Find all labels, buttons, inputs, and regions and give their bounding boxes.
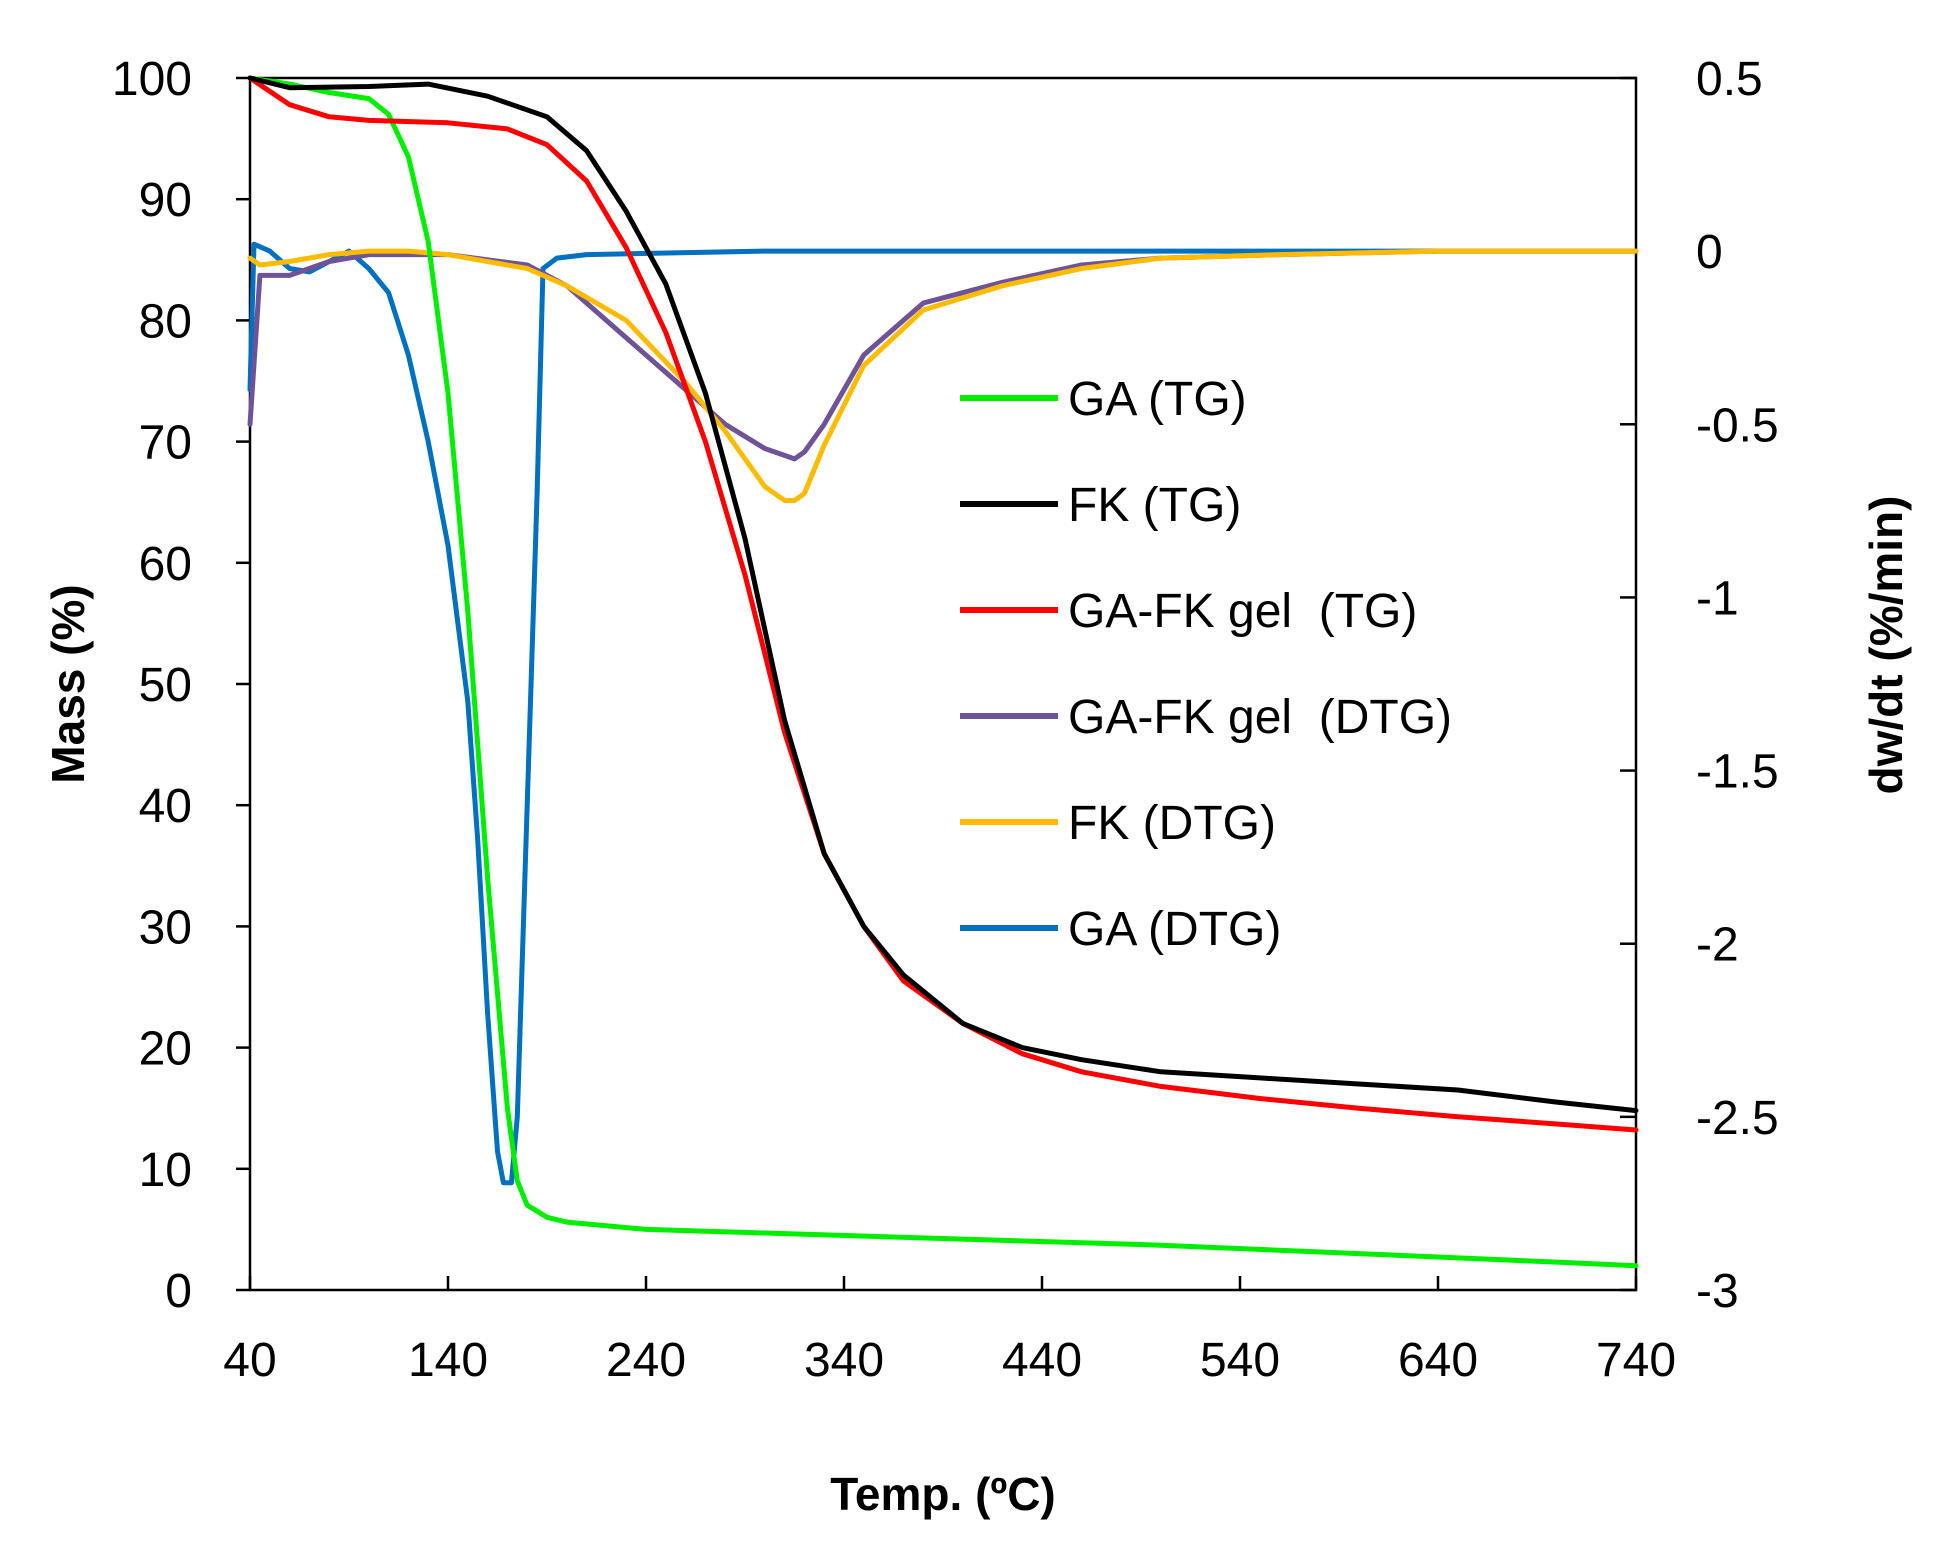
y2-tick-label: -2 bbox=[1696, 919, 1739, 972]
x-axis-title: Temp. (ºC) bbox=[830, 1468, 1056, 1520]
y2-tick-label: 0.5 bbox=[1696, 53, 1763, 106]
series-line-ga-fk-gel-tg bbox=[247, 75, 1639, 1133]
legend-label-ga-dtg: GA (DTG) bbox=[1068, 903, 1281, 956]
x-tick-label: 740 bbox=[1596, 1334, 1676, 1387]
series-line-ga-fk-gel-dtg bbox=[247, 248, 1639, 462]
y-tick-label: 70 bbox=[139, 417, 192, 470]
y2-tick-label: -0.5 bbox=[1696, 399, 1779, 452]
y2-tick-label: -1.5 bbox=[1696, 746, 1779, 799]
y-tick-label: 50 bbox=[139, 659, 192, 712]
y-tick-label: 90 bbox=[139, 174, 192, 227]
y-tick-label: 80 bbox=[139, 295, 192, 348]
y-tick-label: 20 bbox=[139, 1023, 192, 1076]
x-tick-label: 40 bbox=[223, 1334, 276, 1387]
y2-axis-title: dw/dt (%/min) bbox=[1860, 496, 1912, 795]
legend-label-ga-tg: GA (TG) bbox=[1068, 373, 1247, 426]
legend: GA (TG) FK (TG) GA-FK gel (TG) GA-FK gel (D… bbox=[960, 373, 1452, 956]
y-tick-label: 30 bbox=[139, 901, 192, 954]
x-tick-label: 140 bbox=[408, 1334, 488, 1387]
legend-label-ga-fk-gel-tg: GA-FK gel (TG) bbox=[1068, 585, 1417, 638]
legend-label-fk-tg: FK (TG) bbox=[1068, 479, 1241, 532]
series-line-fk-dtg bbox=[247, 248, 1639, 503]
legend-label-fk-dtg: FK (DTG) bbox=[1068, 797, 1276, 850]
y2-axis-ticks: -3 -2.5 -2 -1.5 -1 -0.5 0 0.5 bbox=[1620, 53, 1779, 1318]
y-axis-title: Mass (%) bbox=[42, 584, 94, 783]
legend-label-ga-fk-gel-dtg: GA-FK gel (DTG) bbox=[1068, 691, 1452, 744]
y-tick-label: 100 bbox=[112, 53, 192, 106]
x-tick-label: 440 bbox=[1002, 1334, 1082, 1387]
x-tick-label: 640 bbox=[1398, 1334, 1478, 1387]
series-lines bbox=[247, 75, 1639, 1269]
x-tick-label: 240 bbox=[606, 1334, 686, 1387]
y2-tick-label: -1 bbox=[1696, 572, 1739, 625]
x-axis-ticks: 40 140 240 340 440 540 640 740 bbox=[223, 1276, 1676, 1387]
y-axis-ticks: 0 10 20 30 40 50 60 70 80 90 100 bbox=[112, 53, 250, 1318]
y2-tick-label: 0 bbox=[1696, 226, 1723, 279]
y2-tick-label: -3 bbox=[1696, 1265, 1739, 1318]
series-line-fk-tg bbox=[247, 75, 1639, 1114]
y-tick-label: 60 bbox=[139, 538, 192, 591]
y-tick-label: 40 bbox=[139, 780, 192, 833]
y2-tick-label: -2.5 bbox=[1696, 1092, 1779, 1145]
y-tick-label: 0 bbox=[165, 1265, 192, 1318]
x-tick-label: 540 bbox=[1200, 1334, 1280, 1387]
y-tick-label: 10 bbox=[139, 1144, 192, 1197]
series-line-ga-tg bbox=[247, 75, 1639, 1269]
x-tick-label: 340 bbox=[804, 1334, 884, 1387]
plot-area-frame bbox=[248, 76, 1638, 1292]
